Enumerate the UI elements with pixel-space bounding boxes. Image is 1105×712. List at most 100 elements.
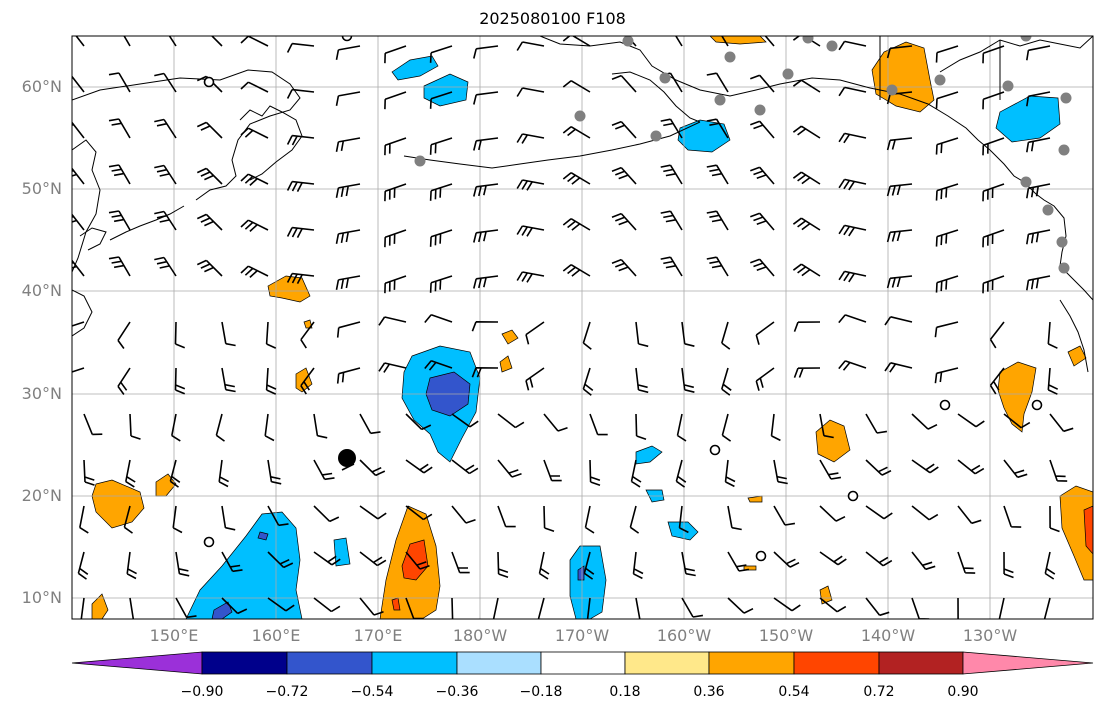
wind-barb <box>1026 137 1051 153</box>
wind-barb <box>405 459 433 474</box>
colorbar-bin-4 <box>456 651 542 675</box>
wind-barb <box>77 551 89 580</box>
lat-label-10: 10°N <box>21 588 62 607</box>
wind-barb <box>675 459 687 488</box>
wind-barb <box>706 72 729 93</box>
wind-barb <box>429 137 453 155</box>
wind-barb <box>721 367 732 396</box>
wind-barb <box>819 505 846 522</box>
station-marker <box>826 40 838 52</box>
map-title: 2025080100 F108 <box>479 9 626 28</box>
station-marker <box>1020 36 1032 42</box>
wind-barb <box>108 164 131 185</box>
wind-barb <box>911 459 939 474</box>
wind-barb <box>429 45 453 63</box>
station-marker <box>724 51 736 63</box>
wind-barb <box>125 459 136 488</box>
wind-barb <box>635 367 649 394</box>
wind-barb <box>681 367 695 393</box>
colorbar-bin-1 <box>201 651 288 675</box>
wind-barb <box>171 413 181 442</box>
wind-barb <box>72 167 85 185</box>
wind-barb <box>562 80 591 93</box>
wind-barb <box>313 413 328 439</box>
station-marker <box>574 110 586 122</box>
positive-contour-alaska <box>871 41 935 113</box>
wind-barb <box>286 272 315 284</box>
wind-barb <box>773 551 800 568</box>
wind-barb <box>770 413 781 442</box>
wind-barb <box>538 551 550 580</box>
wind-barb <box>630 459 642 488</box>
wind-barb <box>215 413 225 442</box>
station-marker <box>1058 144 1070 156</box>
wind-barb <box>773 459 788 485</box>
wind-barb <box>678 505 689 534</box>
wind-barb <box>629 505 640 534</box>
coastlines <box>72 36 1093 373</box>
wind-barb <box>175 597 197 619</box>
wind-barbs <box>72 36 1074 619</box>
wind-barb <box>838 40 867 51</box>
wind-barb <box>154 256 177 277</box>
wind-barb <box>221 505 236 531</box>
wind-barb <box>108 210 131 231</box>
wind-barb <box>957 459 985 475</box>
coast-kuril <box>109 205 185 241</box>
wind-barb <box>313 505 340 523</box>
wind-barb <box>267 505 289 527</box>
graticule <box>72 36 1093 619</box>
wind-barb <box>175 551 190 577</box>
wind-barb <box>989 321 1005 349</box>
wind-barb <box>792 125 821 139</box>
wind-barb <box>108 256 131 277</box>
wind-barb <box>451 597 454 619</box>
wind-barb <box>240 127 269 139</box>
wind-barb <box>935 137 959 155</box>
wind-barb <box>240 265 269 278</box>
colorbar-tick-2: −0.72 <box>265 684 309 700</box>
wind-barb <box>196 259 223 277</box>
wind-barb <box>378 316 407 326</box>
wind-barb <box>706 118 729 139</box>
wind-barb <box>1003 413 1031 429</box>
wind-barb <box>562 172 591 185</box>
wind-barb <box>313 597 341 613</box>
wind-barb <box>865 597 890 617</box>
wind-barb <box>582 321 592 350</box>
wind-barb <box>221 367 236 393</box>
storm-center-marker <box>338 449 356 471</box>
wind-barb <box>562 218 591 231</box>
wind-barb <box>911 551 936 571</box>
positive-contour-east <box>997 361 1037 433</box>
wind-barb <box>72 75 85 93</box>
lat-label-40: 40°N <box>21 281 62 300</box>
station-marker <box>754 104 766 116</box>
wind-barb <box>240 219 269 232</box>
wind-barb <box>982 45 1005 64</box>
coast-kamchatka <box>239 105 303 181</box>
wind-barb <box>1026 275 1051 291</box>
wind-barb <box>1049 413 1074 433</box>
station-marker <box>1056 236 1068 248</box>
station-markers <box>414 36 1072 274</box>
wind-barb <box>83 413 103 436</box>
wind-barb <box>335 275 361 290</box>
wind-barb <box>755 367 775 391</box>
colorbar-bin-3 <box>371 651 458 675</box>
wind-barb <box>473 275 499 289</box>
wind-barb <box>471 321 499 332</box>
station-marker <box>622 36 634 47</box>
colorbar-tick-1: −0.90 <box>180 684 224 700</box>
wind-barb <box>934 321 959 338</box>
negative-contour-southwest <box>185 511 303 619</box>
wind-barb <box>886 275 913 289</box>
wind-barb <box>935 91 959 109</box>
wind-barb <box>429 91 453 109</box>
wind-barb <box>117 367 131 395</box>
wind-barb <box>543 459 562 482</box>
wind-barb <box>172 505 183 534</box>
wind-barb <box>335 91 361 106</box>
wind-barb <box>497 413 525 429</box>
wind-barb <box>154 210 177 231</box>
